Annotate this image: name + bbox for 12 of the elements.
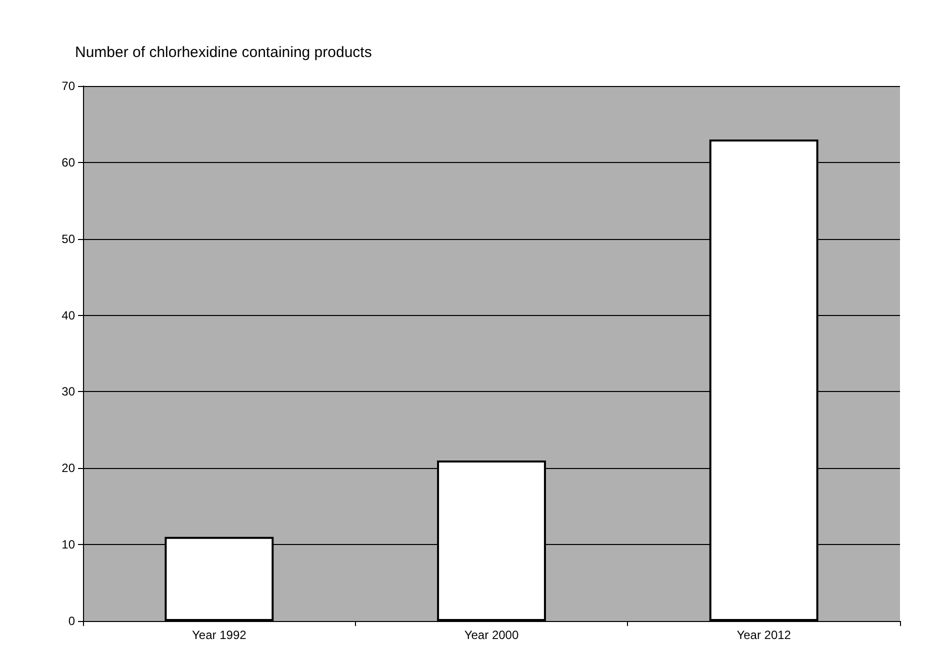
y-tick-label: 40 bbox=[62, 308, 76, 322]
y-tick-label: 20 bbox=[62, 461, 76, 476]
chart-title: Number of chlorhexidine containing products bbox=[75, 44, 372, 61]
y-tick-label: 30 bbox=[62, 384, 76, 399]
x-tick-label: Year 2012 bbox=[736, 628, 792, 642]
y-tick-label: 50 bbox=[62, 232, 76, 246]
x-tick-label: Year 2000 bbox=[464, 628, 519, 642]
y-tick-label: 0 bbox=[68, 614, 76, 628]
y-tick-label: 10 bbox=[62, 538, 76, 552]
y-tick-label: 60 bbox=[62, 155, 76, 170]
x-tick-label: Year 1992 bbox=[192, 628, 247, 642]
y-tick-label: 70 bbox=[62, 79, 76, 93]
